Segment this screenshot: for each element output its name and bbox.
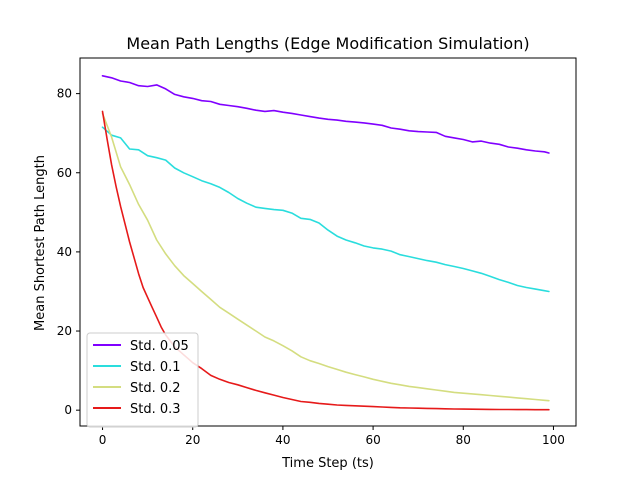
y-tick-label: 0 [64,403,72,417]
legend-label: Std. 0.2 [130,381,181,396]
y-tick-label: 20 [57,324,72,338]
series-line-1 [101,75,550,154]
x-axis-label: Time Step (ts) [281,456,374,471]
legend-box [86,332,199,428]
y-tick-label: 80 [57,87,72,101]
x-tick-label: 80 [456,433,471,447]
chart-title: Mean Path Lengths (Edge Modification Sim… [126,34,529,53]
plot-frame [79,57,577,427]
legend-item: Std. 0.05 [93,339,189,354]
x-tick-label: 40 [275,433,290,447]
x-tick-label: 100 [542,433,565,447]
y-axis-label: Mean Shortest Path Length [33,155,48,331]
plot-area [79,57,577,427]
x-axis: 0 20 40 60 80 100 [99,426,565,447]
legend-item: Std. 0.2 [93,381,181,396]
legend-label: Std. 0.1 [130,360,181,375]
legend-label: Std. 0.05 [130,339,189,354]
series-line-3 [101,112,550,402]
legend-item: Std. 0.1 [93,360,181,375]
series-line-2 [101,126,550,293]
legend-label: Std. 0.3 [130,402,181,417]
series-layer [101,75,550,411]
legend-item: Std. 0.3 [93,402,181,417]
y-tick-label: 40 [57,245,72,259]
y-tick-label: 60 [57,166,72,180]
x-tick-label: 0 [99,433,107,447]
y-axis: 0 20 40 60 80 [57,87,80,417]
x-tick-label: 60 [365,433,380,447]
x-tick-label: 20 [185,433,200,447]
series-line-4 [101,110,550,411]
legend: Std. 0.05 Std. 0.1 Std. 0.2 Std. 0.3 [86,332,199,428]
